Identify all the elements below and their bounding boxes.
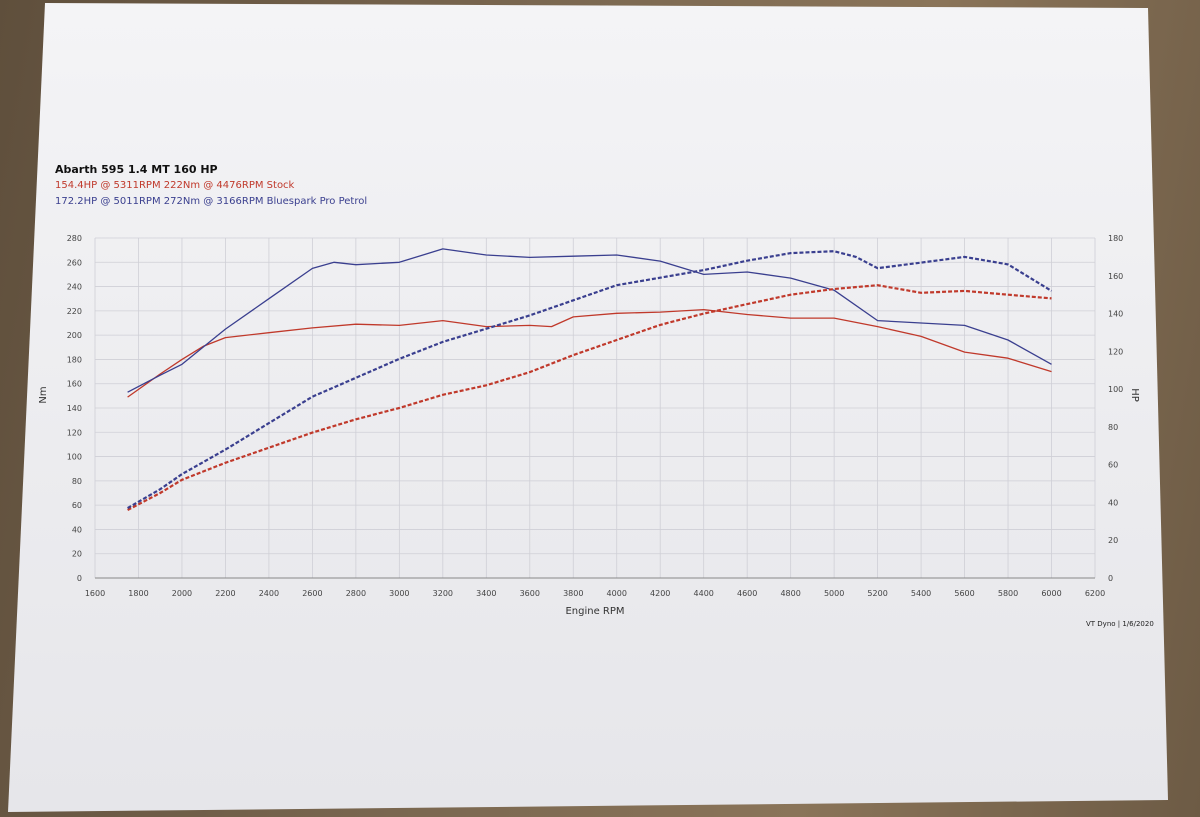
chart-grid (94, 237, 1096, 579)
y-right-tick-label: 40 (1108, 498, 1118, 507)
x-tick-label: 4200 (650, 589, 670, 598)
x-tick-label: 3800 (563, 589, 583, 598)
y-left-tick-label: 20 (72, 550, 82, 559)
y-left-tick-label: 260 (67, 258, 82, 267)
y-right-tick-label: 80 (1108, 423, 1118, 432)
tuned-power-line (127, 250, 1053, 510)
x-tick-label: 5000 (824, 589, 844, 598)
x-tick-label: 2800 (346, 589, 366, 598)
x-tick-label: 6000 (1041, 589, 1061, 598)
stock-power-line (127, 284, 1052, 511)
y-left-tick-label: 120 (67, 428, 82, 437)
y-left-tick-label: 280 (67, 234, 82, 243)
x-tick-label: 5600 (954, 589, 974, 598)
chart-series (127, 248, 1053, 511)
y-left-tick-label: 180 (67, 355, 82, 364)
x-tick-label: 6200 (1085, 589, 1105, 598)
y-right-tick-label: 0 (1108, 574, 1113, 583)
y-right-tick-label: 160 (1108, 272, 1123, 281)
y-left-tick-label: 240 (67, 283, 82, 292)
axis-ticks: 1600 1800 2000 2200 2400 2600 2800 3000 3200 3400… (67, 234, 1124, 598)
y-right-tick-label: 60 (1108, 461, 1118, 470)
y-left-tick-label: 80 (72, 477, 82, 486)
chart-title: Abarth 595 1.4 MT 160 HP (55, 163, 218, 176)
tuned-legend-entry: 172.2HP @ 5011RPM 272Nm @ 3166RPM Bluesp… (55, 196, 368, 207)
y-left-tick-label: 200 (67, 331, 82, 340)
x-tick-label: 5400 (911, 589, 931, 598)
x-tick-label: 5200 (867, 589, 887, 598)
x-tick-label: 4600 (737, 589, 757, 598)
x-tick-label: 3600 (520, 589, 540, 598)
x-tick-label: 3200 (433, 589, 453, 598)
tuned-torque-line (127, 248, 1052, 393)
y-right-tick-label: 140 (1108, 310, 1123, 319)
x-tick-label: 2400 (259, 589, 279, 598)
x-tick-label: 4800 (780, 589, 800, 598)
y-left-tick-label: 220 (67, 307, 82, 316)
y-left-tick-label: 100 (67, 453, 82, 462)
y-right-tick-label: 120 (1108, 347, 1123, 356)
y-left-tick-label: 160 (67, 380, 82, 389)
stock-torque-line (127, 308, 1052, 398)
x-tick-label: 1800 (128, 589, 148, 598)
x-tick-label: 1600 (85, 589, 105, 598)
stock-legend-entry: 154.4HP @ 5311RPM 222Nm @ 4476RPM Stock (55, 180, 295, 191)
y-right-tick-label: 180 (1108, 234, 1123, 243)
y-right-tick-label: 20 (1108, 536, 1118, 545)
x-tick-label: 3400 (476, 589, 496, 598)
x-tick-label: 4000 (607, 589, 627, 598)
x-tick-label: 3000 (389, 589, 409, 598)
y-axis-left-label: Nm (38, 386, 49, 403)
y-left-tick-label: 0 (77, 574, 82, 583)
x-tick-label: 5800 (998, 589, 1018, 598)
x-tick-label: 2600 (302, 589, 322, 598)
x-tick-label: 2200 (215, 589, 235, 598)
x-tick-label: 2000 (172, 589, 192, 598)
y-axis-right-label: HP (1129, 388, 1140, 402)
y-left-tick-label: 40 (72, 525, 82, 534)
y-left-tick-label: 140 (67, 404, 82, 413)
x-axis-label: Engine RPM (565, 606, 624, 617)
y-right-tick-label: 100 (1108, 385, 1123, 394)
y-left-tick-label: 60 (72, 501, 82, 510)
dyno-footer-note: VT Dyno | 1/6/2020 (1086, 620, 1154, 628)
x-tick-label: 4400 (694, 589, 714, 598)
chart-header: Abarth 595 1.4 MT 160 HP 154.4HP @ 5311R… (55, 162, 367, 210)
